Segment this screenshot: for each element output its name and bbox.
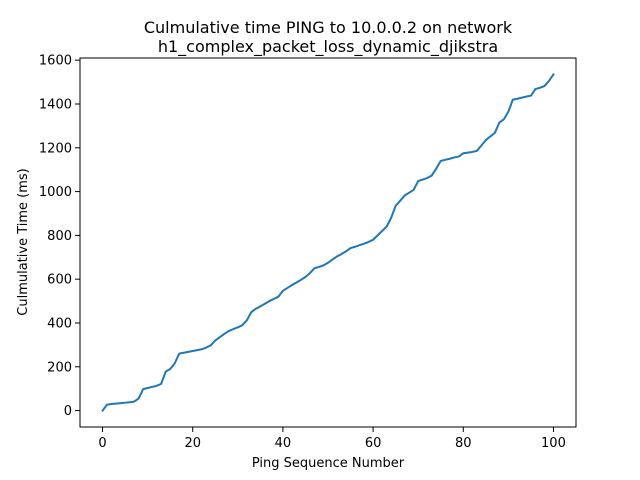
x-tick-label: 100 (541, 436, 566, 451)
x-axis-label: Ping Sequence Number (252, 456, 405, 471)
y-tick-label: 1400 (39, 97, 72, 112)
x-tick-label: 40 (275, 436, 292, 451)
y-tick-label: 400 (47, 316, 72, 331)
plot-frame (79, 57, 577, 428)
x-tick-label: 20 (184, 436, 201, 451)
y-tick-label: 1600 (39, 54, 72, 69)
x-tick-label: 0 (98, 436, 106, 451)
y-tick-label: 600 (47, 273, 72, 288)
y-tick-label: 1000 (39, 185, 72, 200)
x-tick-label: 80 (455, 436, 472, 451)
series-line (101, 73, 555, 412)
chart-title-line-1: Culmulative time PING to 10.0.0.2 on net… (144, 18, 513, 37)
y-tick-label: 1200 (39, 141, 72, 156)
x-tick-label: 60 (365, 436, 382, 451)
axis-ticks: 0 20 40 60 80 1000200400600800100012001400160… (39, 54, 566, 451)
y-axis-label: Culmulative Time (ms) (16, 168, 31, 315)
y-tick-label: 800 (47, 229, 72, 244)
chart-title-line-2: h1_complex_packet_loss_dynamic_djikstra (158, 37, 498, 57)
y-tick-label: 0 (64, 404, 72, 419)
y-tick-label: 200 (47, 360, 72, 375)
